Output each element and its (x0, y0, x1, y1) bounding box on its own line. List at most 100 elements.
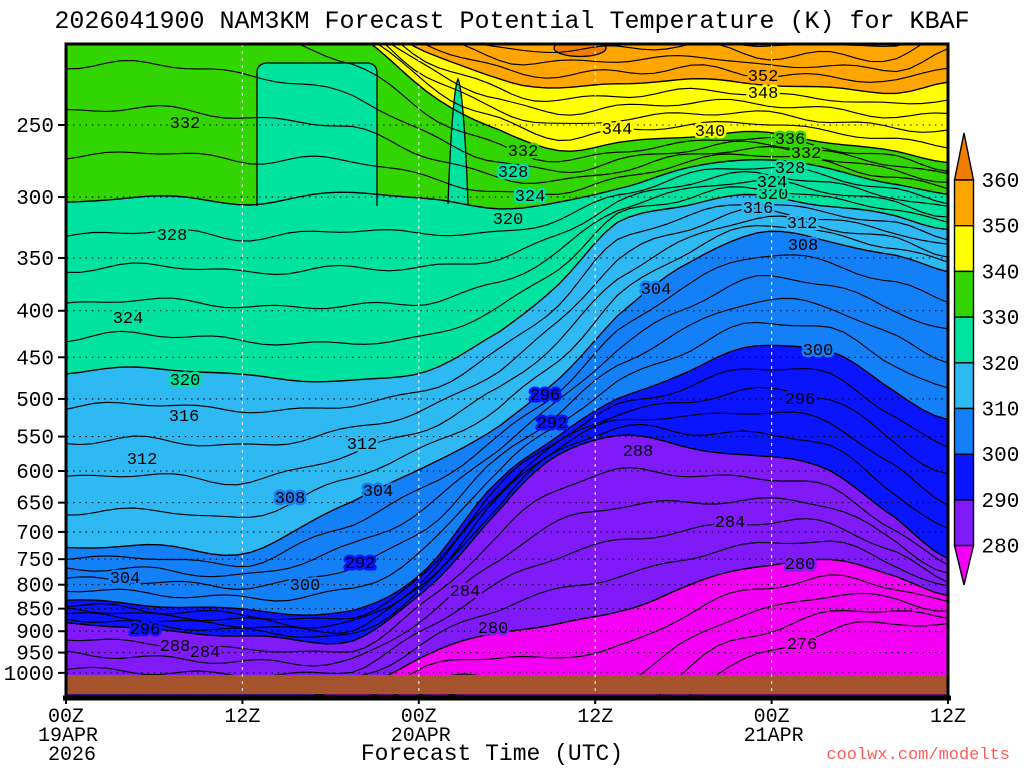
contour-label: 288 (623, 443, 654, 462)
contour-label: 296 (785, 391, 816, 410)
contour-label: 308 (275, 490, 306, 509)
contour-label: 280 (785, 556, 816, 575)
colorbar-tick-label: 330 (982, 308, 1020, 331)
colorbar-segment (953, 224, 975, 273)
time-gridlines (241, 44, 773, 694)
x-tick-hour: 00Z (754, 706, 790, 729)
contour-label: 348 (748, 85, 779, 104)
contour-label: 284 (450, 583, 481, 602)
contour-label: 312 (787, 215, 818, 234)
contour-label: 320 (493, 211, 524, 230)
colorbar-arrow-bottom (953, 544, 975, 586)
contour-label: 328 (775, 160, 806, 179)
colorbar-segment (953, 453, 975, 501)
colorbar-segment (953, 407, 975, 455)
contour-label: 340 (695, 123, 726, 142)
contour-label: 280 (478, 620, 509, 639)
y-tick-label: 600 (16, 462, 54, 485)
colorbar-tick-label: 360 (982, 171, 1020, 194)
x-tick-year: 2026 (48, 744, 96, 767)
x-tick-hour: 12Z (577, 706, 613, 729)
contour-label: 316 (743, 200, 774, 219)
y-tick-label: 250 (16, 116, 54, 139)
axis-ticks-and-labels: 2503003504004505005506006507007508008509… (4, 116, 966, 767)
contour-label: 292 (537, 415, 568, 434)
y-tick-label: 450 (16, 348, 54, 371)
contour-label: 300 (290, 577, 321, 596)
contour-label: 352 (748, 68, 779, 87)
colorbar-tick-label: 310 (982, 400, 1020, 423)
contour-label: 304 (110, 570, 141, 589)
contour-label: 344 (602, 121, 633, 140)
chart-title: 2026041900 NAM3KM Forecast Potential Tem… (54, 7, 970, 36)
contour-label: 304 (363, 483, 394, 502)
contour-label: 308 (788, 237, 819, 256)
colorbar-segment (953, 270, 975, 318)
y-tick-label: 400 (16, 302, 54, 325)
y-tick-label: 900 (16, 622, 54, 645)
band-ge-350 (410, 44, 948, 94)
colorbar-tick-label: 290 (982, 491, 1020, 514)
contour-label: 324 (113, 310, 144, 329)
x-tick-date: 19APR (38, 725, 98, 748)
contour-label: 316 (169, 408, 200, 427)
contour-label: 292 (345, 555, 376, 574)
contour-label: 312 (127, 451, 158, 470)
x-tick-hour: 00Z (401, 706, 437, 729)
colorbar-segment (953, 316, 975, 364)
y-tick-label: 850 (16, 600, 54, 623)
contour-label: 276 (787, 636, 818, 655)
contour-lines (66, 44, 948, 696)
contour-label: 288 (160, 638, 191, 657)
contour-label: 320 (170, 372, 201, 391)
contour-label: 284 (715, 514, 746, 533)
y-tick-label: 700 (16, 523, 54, 546)
contour-label: 332 (791, 145, 822, 164)
colorbar-tick-label: 280 (982, 537, 1020, 560)
colorbar-arrow-top (953, 132, 975, 181)
contour-label: 332 (170, 115, 201, 134)
y-tick-label: 500 (16, 390, 54, 413)
colorbar-tick-label: 350 (982, 217, 1020, 240)
x-tick-hour: 00Z (48, 706, 84, 729)
contour-label: 324 (757, 174, 788, 193)
x-axis-title: Forecast Time (UTC) (360, 741, 624, 767)
contour-label: 300 (803, 342, 834, 361)
colorbar-segment (953, 179, 975, 227)
contour-label: 296 (130, 621, 161, 640)
x-tick-date: 21APR (744, 725, 804, 748)
contour-label: 296 (530, 387, 561, 406)
contour-label: 324 (515, 188, 546, 207)
y-tick-label: 950 (16, 644, 54, 667)
y-tick-label: 650 (16, 494, 54, 517)
colorbar-segment (953, 499, 975, 547)
y-tick-label: 750 (16, 550, 54, 573)
watermark-link[interactable]: coolwx.com/modelts (826, 746, 1010, 765)
y-tick-label: 350 (16, 249, 54, 272)
contour-label: 328 (157, 227, 188, 246)
contour-label: 284 (190, 644, 221, 663)
y-tick-label: 1000 (4, 664, 54, 687)
y-tick-label: 550 (16, 428, 54, 451)
contour-label: 332 (508, 143, 539, 162)
contour-label: 320 (758, 186, 789, 205)
x-tick-hour: 12Z (224, 706, 260, 729)
colorbar-tick-label: 320 (982, 354, 1020, 377)
colorbar-segment (953, 362, 975, 410)
x-tick-hour: 12Z (930, 706, 966, 729)
colorbar-tick-label: 300 (982, 445, 1020, 468)
colorbar: 360 350 340 330 320 310 300 290 280 (953, 132, 1020, 586)
contour-label: 336 (775, 131, 806, 150)
y-tick-label: 300 (16, 188, 54, 211)
contour-label: 328 (498, 164, 529, 183)
y-tick-label: 800 (16, 576, 54, 599)
feature-patches (256, 44, 607, 206)
surface-ground-bar (66, 675, 948, 694)
colorbar-tick-label: 340 (982, 262, 1020, 285)
contour-label: 312 (347, 436, 378, 455)
x-tick-date: 20APR (391, 725, 451, 748)
contour-label: 304 (641, 281, 672, 300)
